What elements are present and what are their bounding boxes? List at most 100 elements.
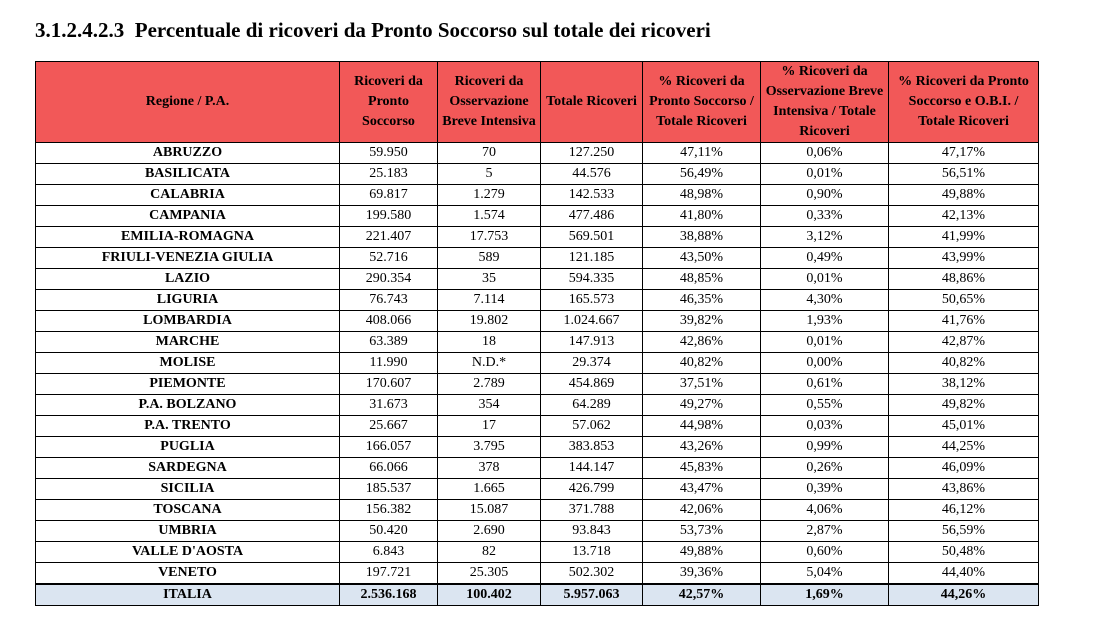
- value-cell: 39,82%: [642, 310, 761, 332]
- row: VENETO 197.721 25.305 502.302 39,36% 5,04% 44,…: [35, 562, 1039, 585]
- value-cell: 156.382: [339, 499, 438, 521]
- value-cell: 1.279: [437, 184, 541, 206]
- row: FRIULI-VENEZIA GIULIA 52.716 589 121.185 43,…: [35, 247, 1039, 269]
- value-cell: 47,17%: [888, 142, 1039, 164]
- value-cell: 221.407: [339, 226, 438, 248]
- region-cell: LAZIO: [35, 268, 340, 290]
- header-cell: Ricoveri da Osservazione Breve Intensiva: [437, 61, 541, 143]
- value-cell: 0,39%: [760, 478, 889, 500]
- value-cell: 2,87%: [760, 520, 889, 542]
- row: EMILIA-ROMAGNA 221.407 17.753 569.501 38,88%…: [35, 226, 1039, 248]
- value-cell: 43,47%: [642, 478, 761, 500]
- value-cell: 44,98%: [642, 415, 761, 437]
- value-cell: 56,49%: [642, 163, 761, 185]
- value-cell: 127.250: [540, 142, 643, 164]
- value-cell: 426.799: [540, 478, 643, 500]
- value-cell: 52.716: [339, 247, 438, 269]
- value-cell: 589: [437, 247, 541, 269]
- value-cell: 569.501: [540, 226, 643, 248]
- value-cell: 48,98%: [642, 184, 761, 206]
- value-cell: 121.185: [540, 247, 643, 269]
- row: LAZIO 290.354 35 594.335 48,85% 0,01% 48,86%: [35, 268, 1039, 290]
- value-cell: 477.486: [540, 205, 643, 227]
- value-cell: 43,86%: [888, 478, 1039, 500]
- value-cell: 59.950: [339, 142, 438, 164]
- row: TOSCANA 156.382 15.087 371.788 42,06% 4,06% 46…: [35, 499, 1039, 521]
- value-cell: 49,27%: [642, 394, 761, 416]
- value-cell: 1.665: [437, 478, 541, 500]
- header-cell: % Ricoveri da Pronto Soccorso e O.B.I. /…: [888, 61, 1039, 143]
- value-cell: 57.062: [540, 415, 643, 437]
- value-cell: 13.718: [540, 541, 643, 563]
- value-cell: 0,00%: [760, 352, 889, 374]
- value-cell: 44,40%: [888, 562, 1039, 585]
- value-cell: 371.788: [540, 499, 643, 521]
- value-cell: 18: [437, 331, 541, 353]
- value-cell: 0,55%: [760, 394, 889, 416]
- value-cell: 3.795: [437, 436, 541, 458]
- value-cell: 2.536.168: [339, 583, 438, 606]
- value-cell: 7.114: [437, 289, 541, 311]
- value-cell: 50.420: [339, 520, 438, 542]
- row: BASILICATA 25.183 5 44.576 56,49% 0,01% 56,51%: [35, 163, 1039, 185]
- value-cell: 43,50%: [642, 247, 761, 269]
- region-cell: TOSCANA: [35, 499, 340, 521]
- region-cell: CAMPANIA: [35, 205, 340, 227]
- value-cell: 40,82%: [642, 352, 761, 374]
- region-cell: SICILIA: [35, 478, 340, 500]
- value-cell: 31.673: [339, 394, 438, 416]
- row: P.A. TRENTO 25.667 17 57.062 44,98% 0,03% 45,0…: [35, 415, 1039, 437]
- value-cell: 4,06%: [760, 499, 889, 521]
- value-cell: 41,76%: [888, 310, 1039, 332]
- region-cell: PUGLIA: [35, 436, 340, 458]
- region-cell: EMILIA-ROMAGNA: [35, 226, 340, 248]
- value-cell: 0,26%: [760, 457, 889, 479]
- value-cell: 100.402: [437, 583, 541, 606]
- row: P.A. BOLZANO 31.673 354 64.289 49,27% 0,55% 49…: [35, 394, 1039, 416]
- value-cell: 0,01%: [760, 268, 889, 290]
- value-cell: 44,26%: [888, 583, 1039, 606]
- value-cell: 594.335: [540, 268, 643, 290]
- value-cell: 408.066: [339, 310, 438, 332]
- value-cell: 49,88%: [888, 184, 1039, 206]
- region-cell: LIGURIA: [35, 289, 340, 311]
- value-cell: 147.913: [540, 331, 643, 353]
- region-cell: PIEMONTE: [35, 373, 340, 395]
- value-cell: 44.576: [540, 163, 643, 185]
- value-cell: 5: [437, 163, 541, 185]
- value-cell: 19.802: [437, 310, 541, 332]
- value-cell: 0,33%: [760, 205, 889, 227]
- value-cell: 0,06%: [760, 142, 889, 164]
- row: VALLE D'AOSTA 6.843 82 13.718 49,88% 0,60% 50,…: [35, 541, 1039, 563]
- value-cell: 64.289: [540, 394, 643, 416]
- total-row: ITALIA 2.536.168 100.402 5.957.063 42,57% 1,6…: [35, 583, 1039, 606]
- title: 3.1.2.4.2.3 Percentuale di ricoveri da P…: [35, 18, 711, 42]
- header-cell: % Ricoveri da Pronto Soccorso / Totale R…: [642, 61, 761, 143]
- row: UMBRIA 50.420 2.690 93.843 53,73% 2,87% 56,59%: [35, 520, 1039, 542]
- value-cell: 290.354: [339, 268, 438, 290]
- value-cell: 56,59%: [888, 520, 1039, 542]
- value-cell: 45,83%: [642, 457, 761, 479]
- value-cell: 45,01%: [888, 415, 1039, 437]
- region-cell: VENETO: [35, 562, 340, 585]
- value-cell: 38,12%: [888, 373, 1039, 395]
- region-cell: P.A. BOLZANO: [35, 394, 340, 416]
- value-cell: 63.389: [339, 331, 438, 353]
- value-cell: 42,87%: [888, 331, 1039, 353]
- table-body: ABRUZZO 59.950 70 127.250 47,11% 0,06% 47,17% B…: [35, 142, 1039, 606]
- row: CALABRIA 69.817 1.279 142.533 48,98% 0,90% 49,…: [35, 184, 1039, 206]
- region-cell: SARDEGNA: [35, 457, 340, 479]
- value-cell: 1,93%: [760, 310, 889, 332]
- header-cell: Totale Ricoveri: [540, 61, 643, 143]
- region-cell: ITALIA: [35, 583, 340, 606]
- value-cell: 93.843: [540, 520, 643, 542]
- value-cell: N.D.*: [437, 352, 541, 374]
- region-cell: FRIULI-VENEZIA GIULIA: [35, 247, 340, 269]
- value-cell: 199.580: [339, 205, 438, 227]
- value-cell: 41,99%: [888, 226, 1039, 248]
- region-cell: VALLE D'AOSTA: [35, 541, 340, 563]
- value-cell: 383.853: [540, 436, 643, 458]
- value-cell: 15.087: [437, 499, 541, 521]
- region-cell: CALABRIA: [35, 184, 340, 206]
